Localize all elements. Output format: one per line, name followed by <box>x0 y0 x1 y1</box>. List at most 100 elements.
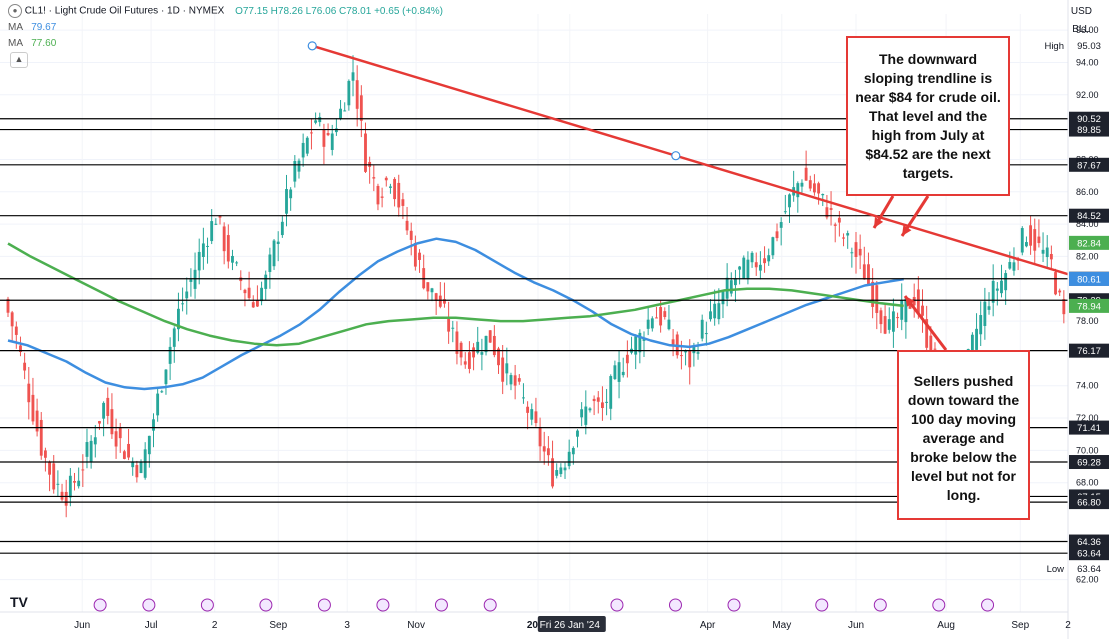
candle-body <box>613 365 617 380</box>
candle-body <box>983 301 987 326</box>
candle-body <box>509 375 513 385</box>
level-price-box <box>1069 343 1109 358</box>
candle-body <box>305 137 309 154</box>
unit-label[interactable]: BLL <box>1072 24 1090 35</box>
y-tick-label: 92.00 <box>1076 90 1099 100</box>
chevron-up-icon[interactable]: ▲ <box>10 52 28 68</box>
annotation-arrows <box>872 195 948 351</box>
candle-body <box>663 311 667 318</box>
level-price-box <box>1069 208 1109 223</box>
ma200-line <box>7 242 904 347</box>
candle-body <box>1029 225 1033 246</box>
candle-body <box>447 317 451 332</box>
candle-body <box>359 95 363 121</box>
time-axis: JunJul2Sep3Nov2024Fri 26 Jan '24AprMayJu… <box>0 594 1071 632</box>
candle-body <box>122 451 126 459</box>
candle-body <box>783 211 787 213</box>
event-marker-icon <box>668 598 682 612</box>
y-tick-label: 70.00 <box>1076 445 1099 455</box>
candle-body <box>526 406 530 413</box>
candle-body <box>605 401 609 403</box>
candle-body <box>854 242 858 258</box>
y-tick-label: 96.00 <box>1076 25 1099 35</box>
symbol-title: CL1! · Light Crude Oil Futures · 1D · NY… <box>24 5 225 17</box>
candle-body <box>750 252 754 263</box>
candle-body <box>601 402 604 409</box>
candle-body <box>285 188 288 214</box>
price-axis: 96.00 94.00 92.00 88.00 86.00 84.00 82.00 78.00… <box>1067 0 1099 639</box>
candle-body <box>73 480 76 483</box>
y-tick-label: 72.00 <box>1076 413 1099 423</box>
candle-body <box>908 302 912 309</box>
candle-body <box>480 352 484 355</box>
candle-body <box>713 303 717 319</box>
candle-body <box>127 443 130 458</box>
candle-body <box>580 409 584 418</box>
candle-body <box>891 311 895 332</box>
candle-body <box>235 262 239 264</box>
candle-body <box>393 178 397 200</box>
trendline <box>311 44 1069 276</box>
x-tick-label: 3 <box>344 620 350 631</box>
candle-body <box>522 397 525 399</box>
candle-body <box>118 427 122 439</box>
candle-body <box>929 335 933 358</box>
candle-body <box>530 409 534 420</box>
candle-body <box>1004 273 1008 291</box>
level-price-label: 89.85 <box>1077 125 1101 136</box>
candle-body <box>276 241 280 245</box>
candle-body <box>197 251 201 271</box>
candle-body <box>771 237 775 256</box>
candle-body <box>114 431 118 447</box>
candle-body <box>837 217 841 223</box>
high-label: High <box>1044 41 1064 52</box>
ma-legend-1[interactable]: MA 79.67 <box>8 22 56 33</box>
candle-body <box>389 186 392 188</box>
candle-body <box>497 348 500 366</box>
candle-body <box>1000 280 1003 294</box>
candle-body <box>156 393 160 416</box>
candle-body <box>347 80 351 106</box>
candle-body <box>1045 247 1049 258</box>
price-box <box>1069 235 1109 250</box>
ma-value: 77.60 <box>31 38 57 49</box>
candle-body <box>650 318 654 329</box>
candle-body <box>52 463 56 490</box>
candle-body <box>189 279 193 282</box>
candle-body <box>646 319 650 329</box>
candle-body <box>879 310 883 325</box>
candle-body <box>260 287 263 302</box>
level-price-label: 71.41 <box>1077 423 1101 434</box>
candle-body <box>43 450 47 458</box>
event-marker-icon <box>727 598 741 612</box>
candle-body <box>39 419 43 456</box>
candle-body <box>81 469 85 471</box>
candle-body <box>98 421 101 424</box>
candle-body <box>102 402 106 419</box>
candle-body <box>301 142 305 158</box>
candle-body <box>979 315 983 335</box>
candle-body <box>193 269 197 289</box>
candle-body <box>850 252 854 254</box>
candle-body <box>642 338 646 341</box>
candle-body <box>268 254 272 272</box>
event-marker-icon <box>142 598 156 612</box>
candle-body <box>355 80 359 109</box>
candle-body <box>725 277 729 299</box>
candle-body <box>231 255 234 263</box>
candle-body <box>609 376 613 409</box>
x-tick-label: Apr <box>700 620 716 631</box>
level-price-label: 76.17 <box>1077 346 1101 357</box>
candle-body <box>85 442 89 457</box>
candle-body <box>534 411 538 424</box>
moving-average-series <box>7 237 904 391</box>
candle-body <box>825 207 829 218</box>
candle-body <box>426 282 430 292</box>
sellers-arrow <box>903 295 948 351</box>
ma-legend-2[interactable]: MA 77.60 <box>8 38 56 49</box>
y-tick-label: 86.00 <box>1076 187 1099 197</box>
candle-body <box>995 288 999 291</box>
currency-label[interactable]: USD <box>1070 6 1092 17</box>
sellers-arrow-head <box>905 296 915 307</box>
